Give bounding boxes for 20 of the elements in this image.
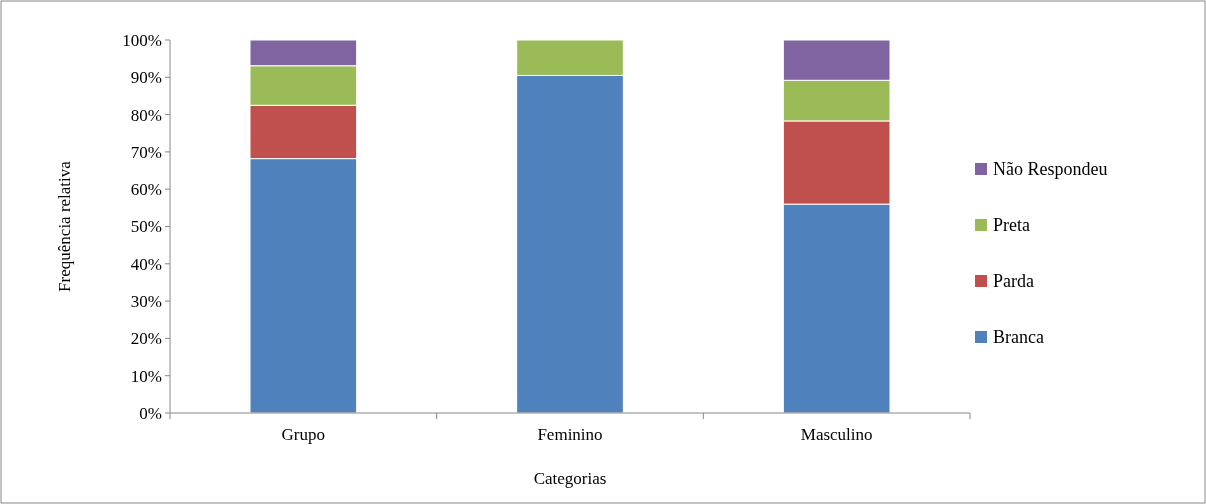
- x-tick-label: Masculino: [800, 425, 873, 444]
- y-axis-title: Frequência relativa: [55, 160, 74, 292]
- x-tick-label: Feminino: [537, 425, 603, 444]
- legend-label: Branca: [993, 327, 1044, 348]
- y-tick-label: 70%: [130, 142, 162, 162]
- y-tick-label: 60%: [130, 180, 162, 200]
- y-tick-label: 10%: [130, 366, 162, 386]
- legend-label: Não Respondeu: [993, 159, 1108, 180]
- y-tick-label: 40%: [130, 254, 162, 274]
- x-axis-title: Categorias: [533, 469, 607, 488]
- y-tick-label: 50%: [130, 217, 162, 237]
- y-tick-label: 30%: [130, 292, 162, 312]
- y-tick-label: 80%: [130, 105, 162, 125]
- y-tick-label: 0%: [139, 403, 162, 423]
- x-tick-label: Grupo: [281, 425, 326, 444]
- y-tick-label: 100%: [122, 30, 162, 50]
- y-tick-label: 90%: [130, 68, 162, 88]
- legend-label: Preta: [993, 215, 1030, 236]
- legend-label: Parda: [993, 271, 1034, 292]
- y-tick-label: 20%: [130, 329, 162, 349]
